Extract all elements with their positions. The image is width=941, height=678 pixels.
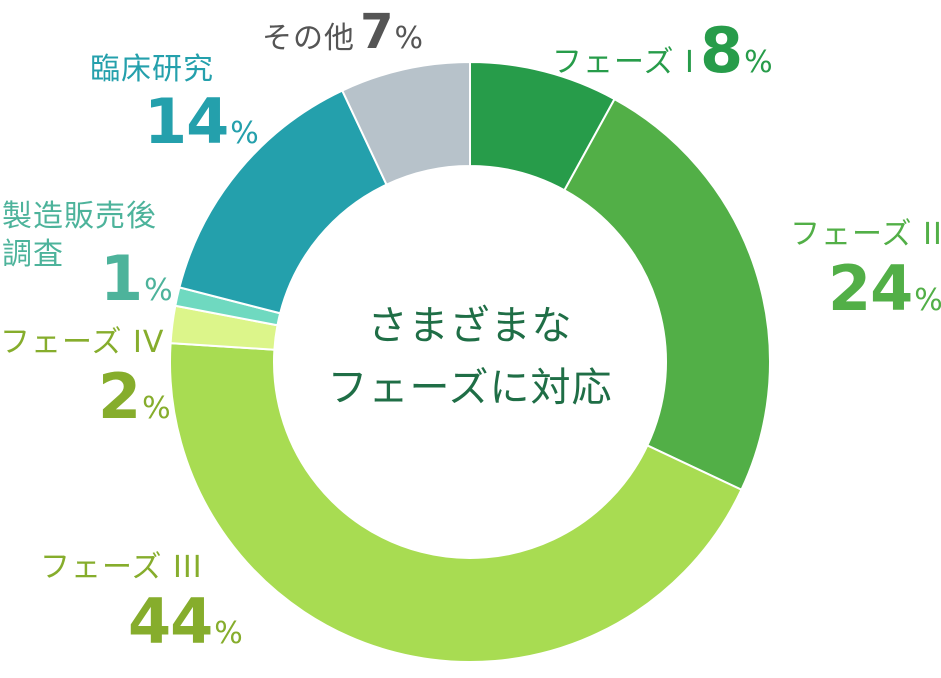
center-label: さまざまな フェーズに対応 (300, 295, 640, 419)
label-clinical-research: 臨床研究 14% (90, 55, 259, 153)
label-phase-1-name: フェーズ I (552, 45, 695, 80)
label-phase-2-value: 24 (828, 252, 913, 325)
label-phase-1-value: 8 (699, 14, 743, 87)
label-phase-3: フェーズ III 44% (40, 553, 243, 653)
center-label-line-1: さまざまな (367, 303, 573, 349)
label-post-marketing-value: 1 (100, 242, 143, 315)
donut-slice-other (340, 60, 471, 186)
label-phase-2-unit: % (914, 283, 941, 318)
label-phase-4-name: フェーズ IV (0, 325, 165, 360)
label-phase-3-unit: % (214, 616, 243, 651)
label-clinical-research-name: 臨床研究 (90, 52, 214, 87)
center-label-line-2: フェーズに対応 (327, 365, 613, 411)
label-phase-2-name: フェーズ II (790, 217, 941, 252)
label-other-name: その他 (262, 21, 355, 56)
label-phase-1: フェーズ I 8% (552, 20, 773, 82)
label-post-marketing: 製造販売後調査 1% (2, 198, 173, 310)
label-phase-2: フェーズ II 24% (760, 220, 941, 320)
label-other-value: 7 (360, 4, 393, 60)
label-phase-3-value: 44 (128, 585, 213, 658)
label-other: その他 7% (262, 8, 423, 56)
label-clinical-research-unit: % (230, 116, 259, 151)
label-post-marketing-name: 製造販売後調査 (2, 199, 157, 272)
donut-slice-phase-2 (563, 97, 771, 492)
donut-slice-phase-3 (169, 342, 743, 663)
label-clinical-research-value: 14 (144, 85, 229, 158)
label-phase-4-unit: % (142, 391, 171, 426)
label-phase-1-unit: % (744, 45, 773, 80)
label-post-marketing-unit: % (144, 273, 173, 308)
label-phase-3-name: フェーズ III (40, 550, 203, 585)
label-other-unit: % (394, 21, 424, 56)
label-phase-4: フェーズ IV 2% (0, 328, 171, 428)
label-phase-4-value: 2 (98, 360, 141, 433)
